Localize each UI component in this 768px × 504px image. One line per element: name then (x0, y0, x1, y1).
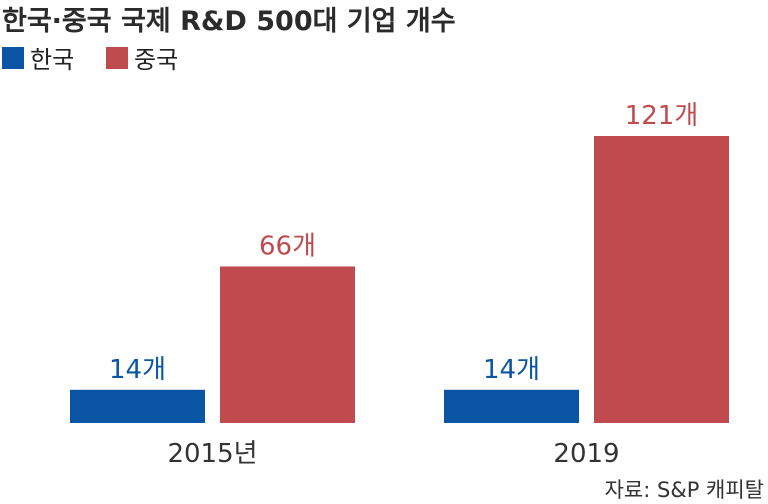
bars (70, 136, 729, 423)
source-note: 자료: S&P 캐피탈 (605, 478, 764, 502)
value-label-china-1: 121개 (625, 101, 699, 131)
value-label-china-0: 66개 (259, 231, 316, 261)
category-labels: 2015년 2019 (167, 439, 619, 469)
category-label-0: 2015년 (167, 439, 257, 469)
bar-china-0 (220, 266, 355, 423)
bar-korea-1 (444, 389, 579, 423)
legend: 한국 중국 (2, 46, 178, 74)
value-label-korea-1: 14개 (483, 355, 540, 385)
legend-label-korea: 한국 (30, 46, 74, 74)
value-label-korea-0: 14개 (109, 355, 166, 385)
bar-korea-0 (70, 389, 205, 423)
legend-label-china: 중국 (134, 46, 178, 74)
category-label-1: 2019 (553, 439, 619, 469)
legend-swatch-korea (2, 47, 24, 69)
value-labels: 14개 66개 14개 121개 (109, 101, 698, 385)
legend-swatch-china (106, 47, 128, 69)
bar-china-1 (594, 136, 729, 423)
chart-title: 한국·중국 국제 R&D 500대 기업 개수 (2, 6, 456, 37)
